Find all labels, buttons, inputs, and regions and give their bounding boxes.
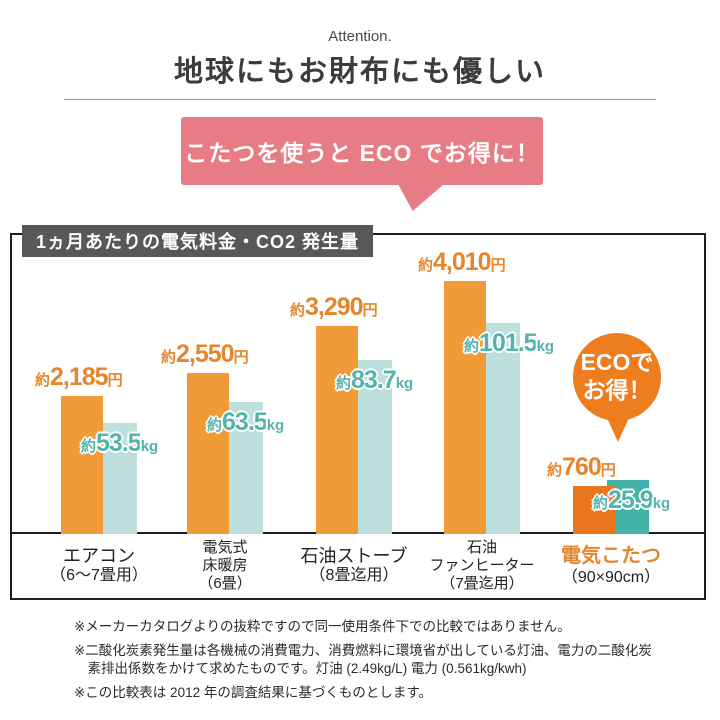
co2-label: 約53.5kg: [81, 429, 159, 457]
category-label: 石油ストーブ （8畳迄用）: [274, 534, 434, 598]
page-title: 地球にもお財布にも優しい: [173, 56, 546, 88]
eco-badge-line1: ECOで: [580, 349, 654, 376]
speech-bubble-tail: [398, 184, 444, 211]
category-label-line: （7畳迄用）: [440, 575, 524, 592]
comparison-chart: 約2,185円約53.5kg 約2,550円約63.5kg 約3,290円約83.7…: [10, 233, 706, 600]
chart-plot-area: 約2,185円約53.5kg 約2,550円約63.5kg 約3,290円約83.7…: [12, 235, 704, 534]
price-label: 約3,290円: [290, 293, 378, 321]
chart-title: 1ヵ月あたりの電気料金・CO2 発生量: [36, 232, 360, 252]
footnote-2: ※二酸化炭素発生量は各機械の消費電力、消費燃料に環境省が出している灯油、電力の二…: [74, 643, 652, 676]
price-bar: [573, 486, 615, 534]
price-bar: [61, 396, 103, 534]
category-label-line: （6～7畳用）: [50, 567, 148, 585]
footnote-3: ※この比較表は 2012 年の調査結果に基づくものとします。: [74, 684, 432, 700]
category-label-line: （6畳）: [198, 575, 252, 592]
co2-label: 約101.5kg: [464, 329, 555, 357]
eco-badge: ECOで お得！: [573, 333, 661, 421]
category-label-line: 電気式: [202, 539, 248, 556]
chart-title-bar: 1ヵ月あたりの電気料金・CO2 発生量: [22, 225, 374, 257]
category-label-line: 石油ストーブ: [300, 545, 408, 566]
category-label-line: エアコン: [63, 545, 135, 566]
co2-label: 約63.5kg: [207, 408, 285, 436]
category-label-line: 石油: [466, 539, 497, 556]
category-label-line: ファンヒーター: [429, 557, 535, 574]
co2-label: 約83.7kg: [336, 366, 414, 394]
price-bar: [444, 281, 486, 534]
category-label: 電気こたつ （90×90cm）: [531, 534, 691, 598]
category-label-line: （8畳迄用）: [309, 567, 399, 585]
category-label-line: 電気こたつ: [561, 544, 661, 567]
price-bar: [316, 326, 358, 534]
price-label: 約4,010円: [418, 248, 506, 276]
eco-badge-line2: お得！: [582, 377, 652, 403]
footnote-1: ※メーカーカタログよりの抜粋ですので同一使用条件下での比較ではありません。: [74, 619, 571, 634]
price-label: 約2,185円: [35, 363, 123, 391]
kotatsu-speech-bubble: こたつを使うと ECO でお得に！: [181, 117, 543, 185]
speech-bubble-text: こたつを使うと ECO でお得に！: [184, 140, 540, 166]
header-divider: [64, 99, 656, 100]
price-label: 約760円: [547, 453, 616, 481]
category-label-line: （90×90cm）: [561, 568, 661, 586]
co2-label: 約25.9kg: [593, 486, 671, 514]
price-bar: [187, 373, 229, 534]
attention-eyebrow: Attention.: [328, 28, 392, 45]
footnotes: ※メーカーカタログよりの抜粋ですので同一使用条件下での比較ではありません。 ※二…: [74, 618, 652, 708]
category-axis: エアコン （6～7畳用） 電気式 床暖房 （6畳） 石油ストーブ （8畳迄用） 石油 ファンヒー…: [12, 534, 704, 598]
category-label: 石油 ファンヒーター （7畳迄用）: [402, 534, 562, 598]
category-label: エアコン （6～7畳用）: [19, 534, 179, 598]
category-label-line: 床暖房: [202, 557, 248, 574]
price-label: 約2,550円: [161, 340, 249, 368]
category-label: 電気式 床暖房 （6畳）: [145, 534, 305, 598]
